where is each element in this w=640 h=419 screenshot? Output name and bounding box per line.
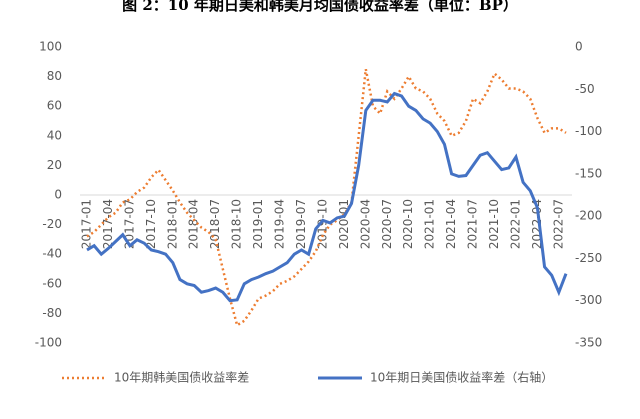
x-tick-label: 2021-07 — [466, 199, 480, 249]
x-tick-label: 2022-01 — [508, 199, 522, 249]
x-tick-label: 2022-07 — [551, 199, 565, 249]
y2-tick-label: -50 — [575, 82, 595, 96]
x-tick-label: 2020-04 — [358, 199, 372, 249]
x-tick-label: 2018-10 — [230, 199, 244, 249]
x-tick-label: 2017-10 — [144, 199, 158, 249]
x-tick-label: 2017-07 — [122, 199, 136, 249]
x-tick-label: 2021-04 — [444, 199, 458, 249]
x-tick-label: 2021-10 — [487, 199, 501, 249]
x-tick-label: 2019-07 — [294, 199, 308, 249]
legend-label: 10年期韩美国债收益率差 — [114, 370, 249, 385]
y-tick-label: 80 — [47, 69, 62, 83]
y-tick-label: 100 — [39, 40, 62, 54]
y-tick-label: 0 — [54, 188, 62, 202]
y2-tick-label: 0 — [575, 40, 583, 54]
y-tick-label: 20 — [47, 158, 62, 172]
x-tick-label: 2021-01 — [423, 199, 437, 249]
x-tick-label: 2019-10 — [315, 199, 329, 249]
y2-tick-label: -300 — [575, 293, 602, 307]
x-tick-label: 2019-04 — [273, 199, 287, 249]
x-tick-label: 2018-04 — [187, 199, 201, 249]
y2-tick-label: -100 — [575, 124, 602, 138]
x-tick-label: 2018-07 — [208, 199, 222, 249]
y-tick-label: 40 — [47, 128, 62, 142]
y2-tick-label: -250 — [575, 251, 602, 265]
y2-tick-label: -200 — [575, 209, 602, 223]
y-tick-label: 60 — [47, 99, 62, 113]
x-tick-label: 2020-10 — [401, 199, 415, 249]
y-tick-label: -100 — [35, 336, 62, 350]
legend-label: 10年期日美国债收益率差（右轴） — [370, 370, 553, 385]
x-tick-label: 2018-01 — [165, 199, 179, 249]
x-tick-label: 2017-01 — [80, 199, 94, 249]
y-tick-label: -60 — [42, 276, 62, 290]
x-tick-label: 2020-07 — [380, 199, 394, 249]
y-tick-label: -20 — [42, 217, 62, 231]
series-line — [86, 68, 567, 328]
y2-tick-label: -150 — [575, 166, 602, 180]
y-tick-label: -40 — [42, 247, 62, 261]
y-tick-label: -80 — [42, 306, 62, 320]
series-line — [86, 91, 568, 303]
y2-tick-label: -350 — [575, 336, 602, 350]
x-tick-label: 2017-04 — [101, 199, 115, 249]
x-tick-label: 2019-01 — [251, 199, 265, 249]
chart-title: 图 2：10 年期日美和韩美月均国债收益率差（单位：BP） — [122, 0, 518, 14]
